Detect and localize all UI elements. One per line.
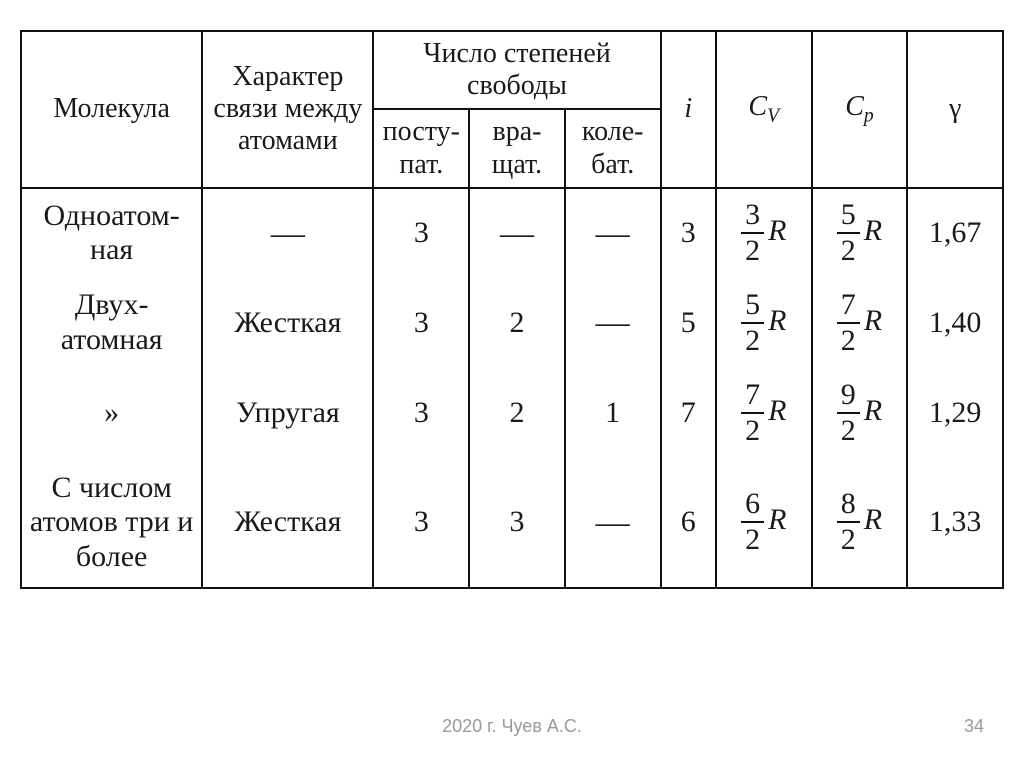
hdr-dof-rot: вра-щат.: [469, 109, 565, 187]
cell-rot: 3: [469, 458, 565, 588]
cell-gamma: 1,40: [907, 278, 1003, 368]
cell-bond: Жесткая: [202, 278, 373, 368]
cell-i: 6: [661, 458, 716, 588]
cell-trans: 3: [373, 458, 469, 588]
table-container: Молекула Характер связи между атомами Чи…: [20, 30, 1004, 589]
cv-sub: V: [767, 105, 779, 126]
cell-bond: Жесткая: [202, 458, 373, 588]
hdr-molecule: Молекула: [21, 31, 202, 188]
cell-trans: 3: [373, 188, 469, 278]
hdr-bond: Характер связи между атомами: [202, 31, 373, 188]
cell-trans: 3: [373, 368, 469, 458]
table-row: С числом атомов три и болееЖесткая33—662…: [21, 458, 1003, 588]
cell-cv: 62R: [716, 458, 812, 588]
cell-gamma: 1,33: [907, 458, 1003, 588]
cell-molecule: »: [21, 368, 202, 458]
physics-table: Молекула Характер связи между атомами Чи…: [20, 30, 1004, 589]
hdr-cp: Cp: [812, 31, 908, 188]
hdr-dof-trans: посту-пат.: [373, 109, 469, 187]
cell-cp: 72R: [812, 278, 908, 368]
cell-i: 5: [661, 278, 716, 368]
cell-molecule: Двух-атомная: [21, 278, 202, 368]
cell-gamma: 1,29: [907, 368, 1003, 458]
hdr-i: i: [661, 31, 716, 188]
cell-cv: 72R: [716, 368, 812, 458]
table-body: Одноатом-ная—3——332R52R1,67Двух-атомнаяЖ…: [21, 188, 1003, 588]
gamma-symbol: γ: [949, 93, 961, 124]
table-row: »Упругая321772R92R1,29: [21, 368, 1003, 458]
cv-c: C: [748, 91, 767, 122]
cell-i: 3: [661, 188, 716, 278]
cell-bond: Упругая: [202, 368, 373, 458]
i-symbol: i: [684, 93, 692, 124]
page: Молекула Характер связи между атомами Чи…: [0, 0, 1024, 767]
cp-c: C: [845, 91, 864, 122]
cell-rot: 2: [469, 368, 565, 458]
cell-cp: 82R: [812, 458, 908, 588]
cell-cv: 32R: [716, 188, 812, 278]
cell-vib: —: [565, 188, 661, 278]
table-row: Двух-атомнаяЖесткая32—552R72R1,40: [21, 278, 1003, 368]
hdr-gamma: γ: [907, 31, 1003, 188]
cell-rot: —: [469, 188, 565, 278]
cell-rot: 2: [469, 278, 565, 368]
table-row: Одноатом-ная—3——332R52R1,67: [21, 188, 1003, 278]
cell-vib: 1: [565, 368, 661, 458]
cell-gamma: 1,67: [907, 188, 1003, 278]
cell-cp: 92R: [812, 368, 908, 458]
hdr-cv: CV: [716, 31, 812, 188]
cell-bond: —: [202, 188, 373, 278]
cell-vib: —: [565, 278, 661, 368]
cell-i: 7: [661, 368, 716, 458]
cell-trans: 3: [373, 278, 469, 368]
cp-sub: p: [864, 105, 874, 126]
hdr-dof-group: Число степеней свободы: [373, 31, 660, 109]
page-number: 34: [964, 716, 984, 737]
cell-molecule: Одноатом-ная: [21, 188, 202, 278]
hdr-dof-vib: коле-бат.: [565, 109, 661, 187]
cell-molecule: С числом атомов три и более: [21, 458, 202, 588]
cell-cp: 52R: [812, 188, 908, 278]
cell-vib: —: [565, 458, 661, 588]
footer-credit: 2020 г. Чуев А.С.: [0, 716, 1024, 737]
cell-cv: 52R: [716, 278, 812, 368]
